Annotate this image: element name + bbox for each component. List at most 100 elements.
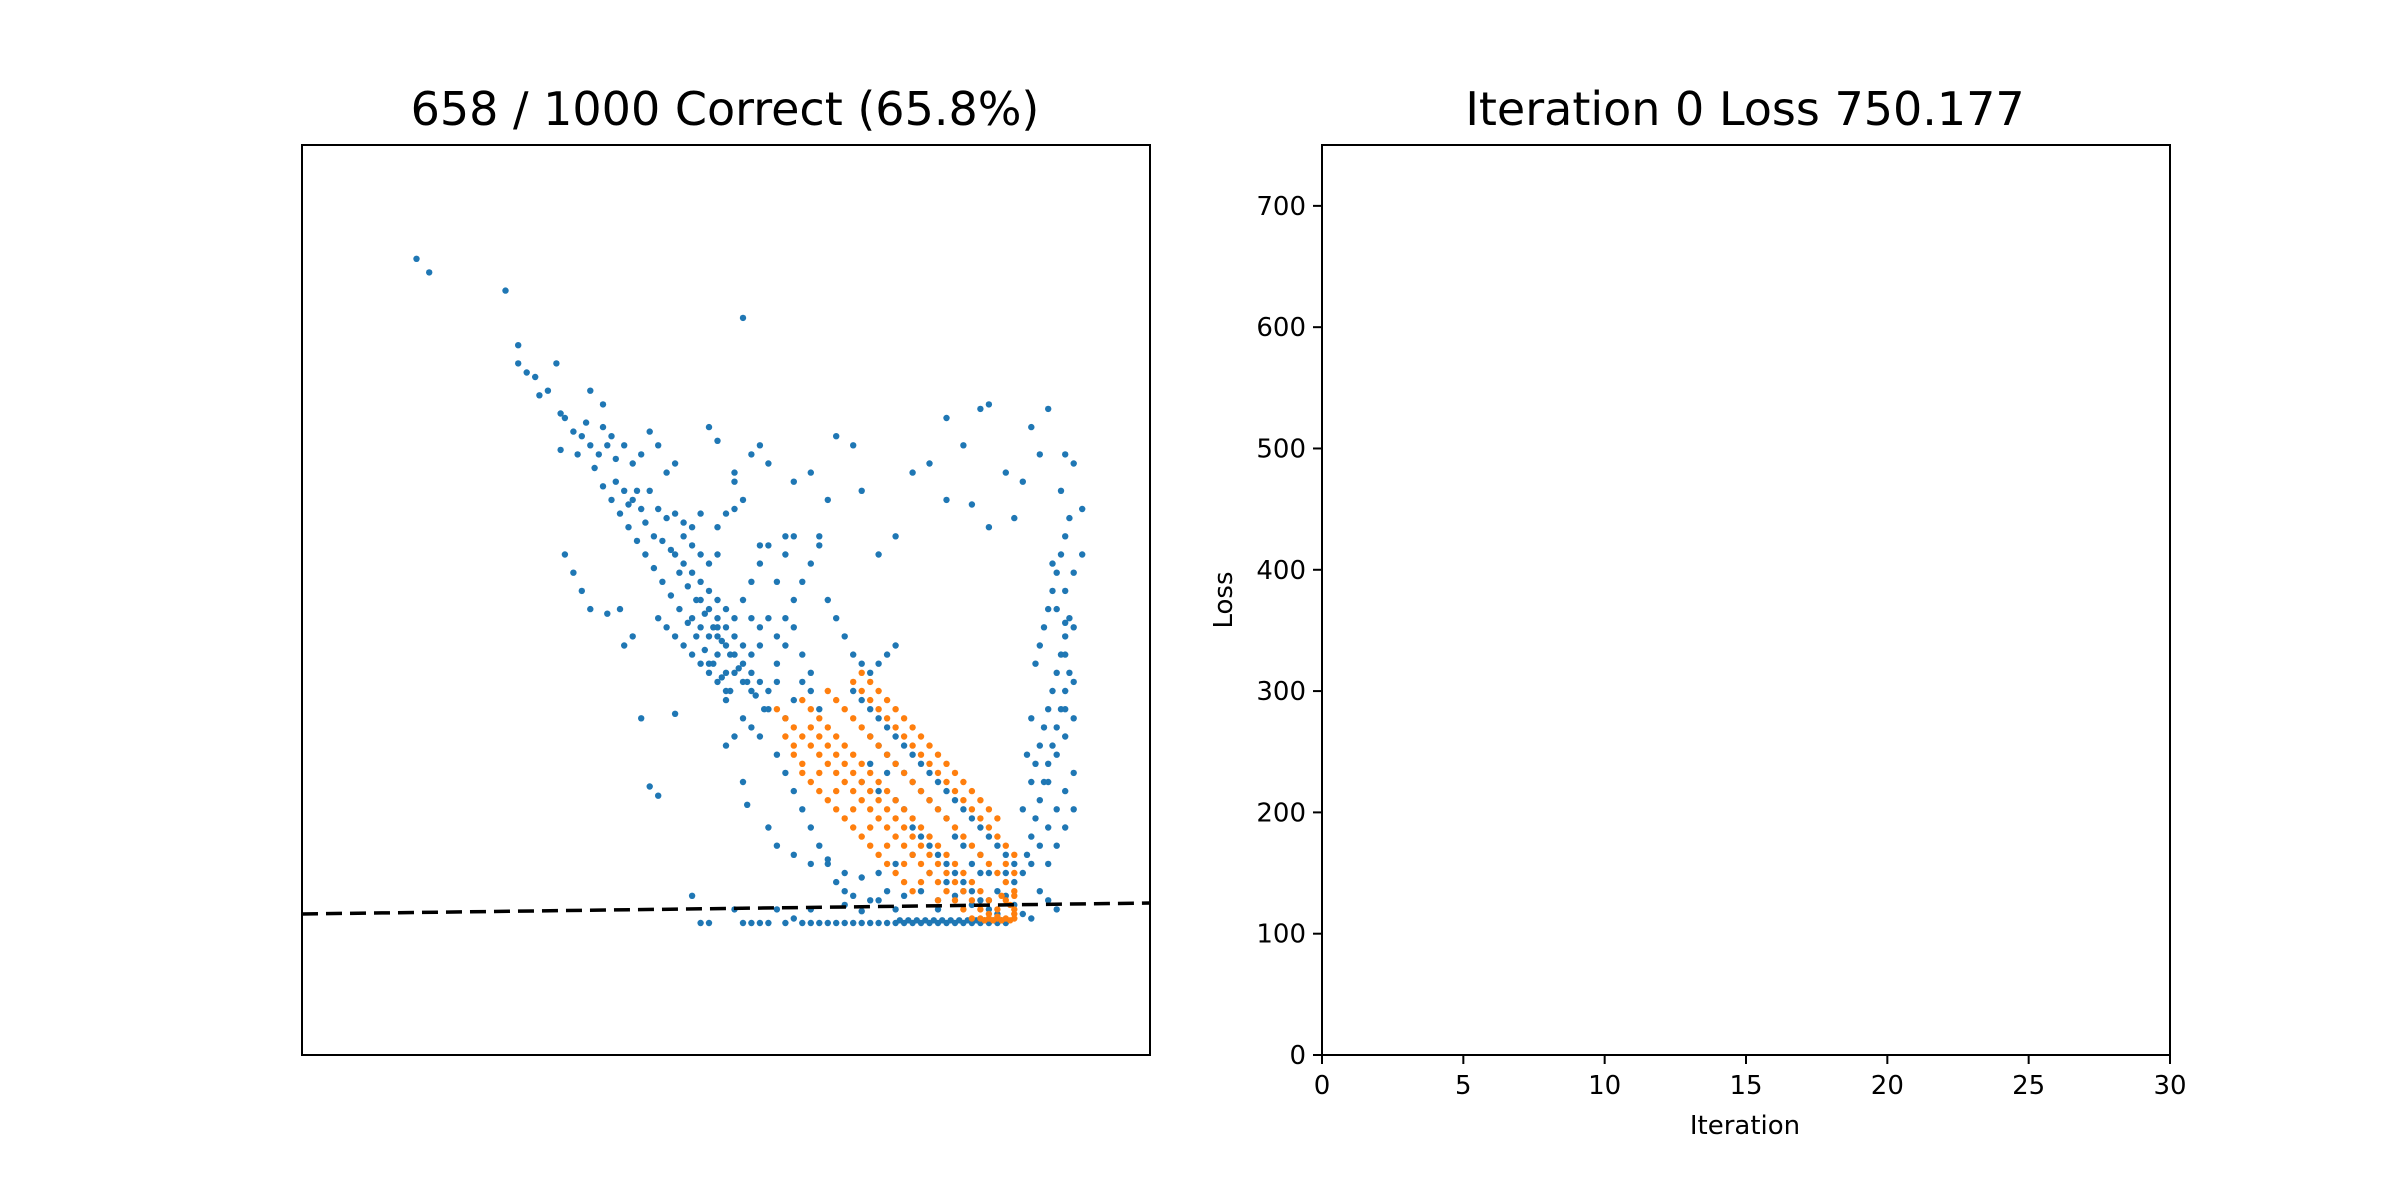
scatter-point — [858, 760, 865, 767]
scatter-point — [705, 669, 713, 676]
scatter-point — [1019, 910, 1026, 918]
scatter-point — [943, 778, 950, 786]
scatter-point — [688, 615, 696, 622]
scatter-point — [900, 715, 908, 722]
scatter-point — [612, 455, 619, 463]
scatter-point — [756, 542, 764, 549]
scatter-point — [1045, 860, 1052, 868]
y-tick-label: 300 — [1256, 677, 1306, 707]
scatter-point — [663, 624, 670, 631]
scatter-point — [650, 564, 658, 572]
scatter-point — [917, 878, 925, 886]
scatter-point — [883, 824, 891, 831]
scatter-point — [1002, 878, 1009, 886]
scatter-point — [773, 578, 781, 585]
loss-panel: Iteration 0 Loss 750.177 0 5 10 15 20 25 30010… — [1209, 82, 2187, 1141]
scatter-point — [858, 908, 865, 915]
scatter-point — [850, 787, 857, 795]
scatter-point — [790, 696, 797, 704]
scatter-point — [710, 624, 717, 631]
scatter-point — [697, 578, 704, 585]
scatter-point — [739, 778, 747, 786]
scatter-point — [773, 633, 781, 640]
scatter-point — [659, 537, 666, 545]
scatter-point — [960, 778, 967, 786]
scatter-point — [718, 637, 725, 645]
scatter-point — [807, 560, 814, 567]
scatter-point — [900, 733, 908, 740]
scatter-point — [807, 706, 814, 713]
scatter-point — [633, 487, 641, 494]
scatter-point — [1062, 533, 1069, 540]
scatter-point — [701, 610, 708, 617]
scatter-point — [875, 797, 882, 804]
scatter-point — [688, 569, 696, 576]
scatter-point — [1079, 551, 1086, 558]
scatter-point — [892, 860, 899, 868]
scatter-point — [943, 496, 950, 504]
scatter-point — [570, 569, 577, 576]
scatter-point — [850, 678, 857, 686]
scatter-point — [883, 715, 891, 722]
scatter-point — [900, 892, 908, 899]
loss-x-axis-label: Iteration — [1690, 1111, 1800, 1141]
scatter-point — [956, 917, 963, 924]
scatter-point — [905, 917, 912, 924]
scatter-point — [731, 633, 738, 640]
scatter-point — [1066, 615, 1073, 622]
scatter-point — [1062, 619, 1069, 626]
scatter-point — [824, 742, 831, 749]
scatter-point — [883, 860, 891, 868]
scatter-point — [850, 715, 857, 722]
scatter-point — [790, 851, 797, 858]
scatter-point — [722, 696, 730, 704]
scatter-point — [799, 919, 806, 927]
scatter-point — [688, 542, 696, 549]
scatter-point — [1049, 587, 1056, 595]
scatter-point — [943, 414, 950, 422]
scatter-point — [985, 910, 993, 918]
scatter-point — [667, 546, 675, 554]
scatter-point — [833, 615, 840, 622]
y-tick-label: 0 — [1289, 1041, 1306, 1071]
scatter-point — [413, 255, 420, 262]
y-tick-label: 700 — [1256, 192, 1306, 222]
scatter-point — [947, 917, 954, 924]
scatter-point — [604, 610, 611, 617]
scatter-point — [875, 897, 882, 904]
scatter-point — [934, 897, 942, 904]
scatter-point — [943, 815, 950, 822]
scatter-point — [782, 769, 789, 777]
scatter-point — [816, 751, 823, 758]
scatter-point — [900, 860, 908, 868]
scatter-point — [642, 519, 649, 526]
scatter-point — [892, 733, 899, 740]
scatter-point — [1045, 760, 1052, 767]
scatter-point — [951, 769, 959, 777]
scatter-point — [900, 806, 908, 813]
scatter-point — [917, 860, 925, 868]
x-tick-label: 15 — [1729, 1071, 1762, 1101]
scatter-point — [587, 387, 594, 394]
scatter-point — [900, 842, 908, 849]
scatter-point — [977, 906, 984, 913]
scatter-point — [934, 778, 942, 786]
scatter-point — [646, 428, 653, 435]
scatter-axes-frame — [301, 144, 1151, 1056]
scatter-point — [892, 533, 899, 540]
scatter-point — [909, 742, 916, 749]
scatter-point — [960, 888, 967, 895]
scatter-point — [1011, 851, 1018, 858]
scatter-point — [1002, 869, 1009, 877]
scatter-point — [968, 901, 976, 909]
scatter-point — [926, 797, 933, 804]
scatter-point — [1066, 514, 1073, 522]
loss-title: Iteration 0 Loss 750.177 — [1465, 82, 2024, 136]
scatter-point — [926, 769, 933, 777]
scatter-point — [858, 724, 865, 731]
scatter-point — [1070, 569, 1077, 576]
scatter-point — [1070, 769, 1077, 777]
scatter-point — [765, 919, 772, 927]
scatter-point — [756, 624, 764, 631]
